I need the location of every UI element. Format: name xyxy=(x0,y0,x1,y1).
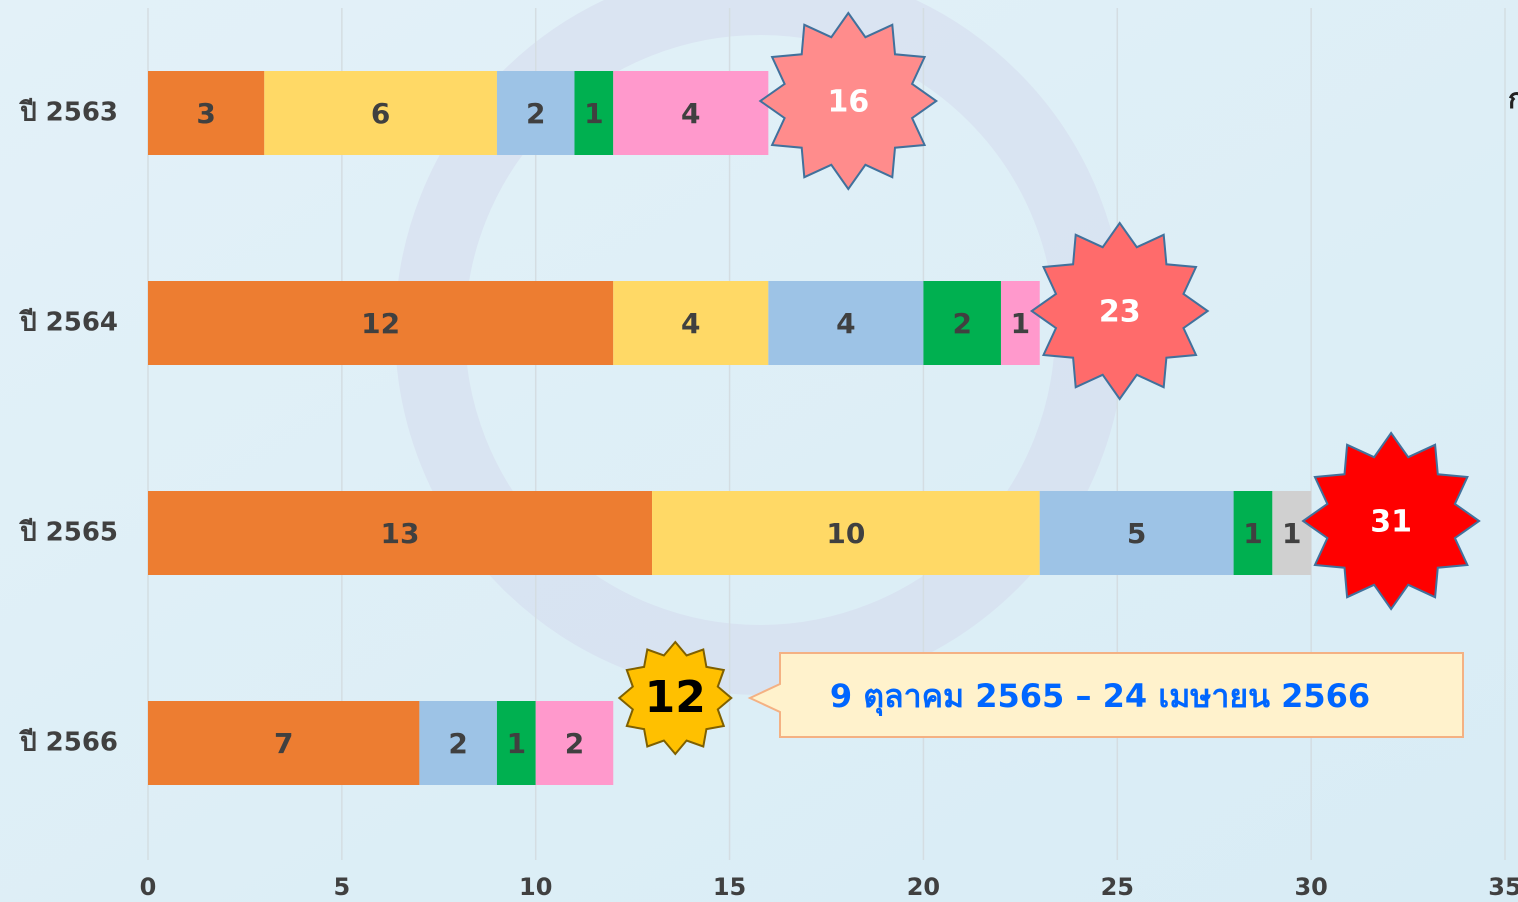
total-label: 16 xyxy=(827,85,869,120)
bar-segment xyxy=(923,281,1001,365)
bar-segment xyxy=(148,491,653,575)
bar-segment xyxy=(574,71,614,155)
data-label: 1 xyxy=(1243,517,1262,550)
bar-segment xyxy=(496,701,536,785)
total-star xyxy=(1301,431,1481,611)
bar-segment xyxy=(535,701,614,785)
y-tick-label: ปี 2563 xyxy=(19,98,118,128)
data-label: 7 xyxy=(274,727,293,760)
bar-segment xyxy=(419,701,497,785)
x-tick-label: 20 xyxy=(907,873,940,901)
callout-box xyxy=(747,652,1464,738)
data-label: 1 xyxy=(507,727,526,760)
total-star xyxy=(617,640,733,756)
x-tick-label: 10 xyxy=(519,873,552,901)
bar-segment xyxy=(148,281,614,365)
total-star xyxy=(758,11,939,191)
bar-segment xyxy=(613,281,769,365)
data-label: 12 xyxy=(361,307,400,340)
x-tick-label: 30 xyxy=(1294,873,1327,901)
total-label: 23 xyxy=(1099,295,1141,330)
data-label: 2 xyxy=(565,727,584,760)
bar-segment xyxy=(1233,491,1273,575)
data-label: 6 xyxy=(371,97,390,130)
bar-segment xyxy=(1039,491,1234,575)
bar-segment xyxy=(148,701,420,785)
bar-segment xyxy=(652,491,1040,575)
x-tick-label: 5 xyxy=(334,873,351,901)
data-label: 2 xyxy=(952,307,971,340)
y-tick-label: ปี 2566 xyxy=(19,728,118,758)
y-tick-label: ปี 2564 xyxy=(19,308,118,338)
total-label: 31 xyxy=(1370,505,1412,540)
x-tick-label: 15 xyxy=(713,873,746,901)
data-label: 10 xyxy=(826,517,865,550)
x-tick-label: 25 xyxy=(1101,873,1134,901)
x-tick-label: 0 xyxy=(140,873,157,901)
data-label: 4 xyxy=(681,97,700,130)
total-label: 12 xyxy=(645,672,706,723)
data-label: 2 xyxy=(526,97,545,130)
bar-segment xyxy=(148,71,265,155)
data-label: 1 xyxy=(584,97,603,130)
bars: ปี 2563 3 6 2 1 4ปี 2564 12 4 4 2 1ปี 2565 13 10 5 1 1ป… xyxy=(19,71,1312,785)
bar-segment xyxy=(1272,491,1312,575)
data-label: 1 xyxy=(1011,307,1030,340)
x-tick-label: 35 xyxy=(1488,873,1518,901)
bar-segment xyxy=(496,71,575,155)
data-label: 5 xyxy=(1127,517,1146,550)
y-tick-label: ปี 2565 xyxy=(19,518,118,548)
data-label: 1 xyxy=(1282,517,1301,550)
data-label: 3 xyxy=(196,97,215,130)
data-label: 4 xyxy=(681,307,700,340)
total-star xyxy=(1029,221,1210,401)
data-label: 13 xyxy=(381,517,420,550)
bar-segment xyxy=(613,71,769,155)
data-label: 2 xyxy=(448,727,467,760)
bar-segment xyxy=(264,71,497,155)
bar-segment xyxy=(768,281,924,365)
bar-segment xyxy=(1000,281,1040,365)
side-text: ก xyxy=(1508,82,1518,115)
callout-text: 9 ตุลาคม 2565 – 24 เมษายน 2566 xyxy=(830,677,1370,717)
data-label: 4 xyxy=(836,307,855,340)
